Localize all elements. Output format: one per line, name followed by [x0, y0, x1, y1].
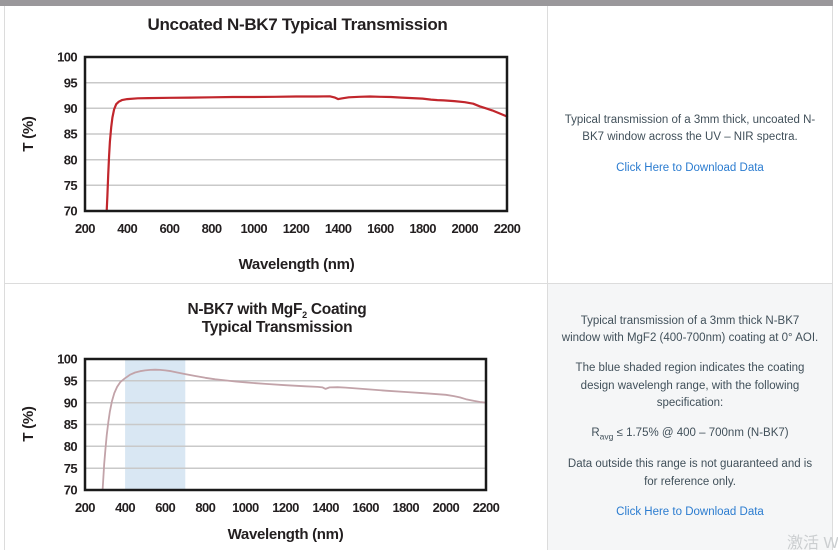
x-tick-label: 400 — [117, 221, 137, 236]
y-tick-label: 85 — [64, 127, 78, 142]
coated-description-text: Typical transmission of a 3mm thick N-BK… — [561, 314, 819, 345]
y-tick-label: 70 — [64, 204, 78, 219]
x-tick-label: 1000 — [241, 221, 268, 236]
y-tick-label: 75 — [64, 461, 78, 476]
chart2-title-subscript: 2 — [302, 310, 307, 321]
plot-border — [83, 357, 488, 492]
x-tick-label: 1800 — [409, 221, 436, 236]
download-data-link-coated[interactable]: Click Here to Download Data — [616, 505, 764, 518]
chart2-title-line1: N-BK7 with MgF2 Coating — [9, 301, 545, 320]
x-tick-label: 1200 — [272, 500, 299, 515]
transmission-curve — [101, 368, 487, 491]
spec-value: ≤ 1.75% @ 400 – 700nm (N-BK7) — [613, 427, 789, 440]
x-tick-label: 1400 — [312, 500, 339, 515]
chart1-x-axis-label: Wavelength (nm) — [238, 256, 355, 273]
y-tick-label: 100 — [57, 352, 77, 367]
x-tick-label: 800 — [195, 500, 215, 515]
y-tick-label: 80 — [64, 439, 78, 454]
x-tick-label: 2000 — [433, 500, 460, 515]
coating-band-note-text: The blue shaded region indicates the coa… — [575, 362, 805, 409]
y-tick-label: 95 — [64, 75, 78, 90]
y-tick-label: 90 — [64, 101, 78, 116]
uncoated-description-text: Typical transmission of a 3mm thick, unc… — [564, 114, 816, 144]
spec-prefix: R — [591, 427, 600, 440]
x-tick-label: 2200 — [473, 500, 500, 515]
column-divider — [547, 6, 548, 550]
x-tick-label: 2200 — [494, 221, 521, 236]
top-divider-bar — [0, 0, 833, 6]
chart2-title-post: Coating — [306, 301, 367, 318]
x-tick-label: 800 — [202, 221, 222, 236]
x-tick-label: 1600 — [352, 500, 379, 515]
uncoated-transmission-chart: 70 75 80 85 90 95 100 200 400 600 800 1000 1200 1400 1… — [57, 50, 521, 236]
chart2-title-pre: N-BK7 with MgF — [187, 301, 303, 318]
x-tick-label: 1000 — [232, 500, 259, 515]
chart2-x-axis-label: Wavelength (nm) — [227, 526, 344, 543]
y-tick-label: 95 — [64, 373, 78, 388]
y-tick-label: 100 — [57, 50, 77, 65]
coated-transmission-chart: 70 75 80 85 90 95 100 200 400 600 800 1000 1200 1400 1… — [57, 352, 500, 515]
uncoated-description-cell: Typical transmission of a 3mm thick, unc… — [548, 6, 832, 283]
x-tick-label: 1200 — [283, 221, 310, 236]
bottom-right-cell-background — [548, 284, 832, 550]
right-border — [832, 6, 833, 550]
y-tick-label: 70 — [64, 483, 78, 498]
activate-windows-watermark: 激活 W — [787, 535, 838, 552]
x-tick-label: 1800 — [393, 500, 420, 515]
chart2-y-axis-label: T (%) — [20, 406, 37, 442]
chart1-y-axis-label: T (%) — [20, 116, 37, 152]
x-tick-label: 600 — [159, 221, 179, 236]
download-data-link-uncoated[interactable]: Click Here to Download Data — [616, 161, 764, 174]
x-tick-label: 1400 — [325, 221, 352, 236]
x-tick-label: 2000 — [452, 221, 479, 236]
left-border — [4, 6, 5, 550]
plot-border — [83, 55, 509, 213]
chart1-title: Uncoated N-BK7 Typical Transmission — [147, 15, 448, 34]
y-tick-label: 90 — [64, 395, 78, 410]
y-tick-label: 75 — [64, 178, 78, 193]
spec-subscript: avg — [599, 431, 614, 442]
y-tick-label: 85 — [64, 417, 78, 432]
y-tick-label: 80 — [64, 152, 78, 167]
x-tick-label: 400 — [115, 500, 135, 515]
x-tick-label: 200 — [75, 221, 95, 236]
x-tick-label: 1600 — [367, 221, 394, 236]
reflectance-spec-text: Ravg ≤ 1.75% @ 400 – 700nm (N-BK7) — [591, 425, 788, 443]
coated-description-cell: Typical transmission of a 3mm thick N-BK… — [548, 284, 832, 550]
row-divider — [4, 283, 832, 284]
x-tick-label: 200 — [75, 500, 95, 515]
chart2-title-line2: Typical Transmission — [201, 319, 353, 336]
reference-only-note-text: Data outside this range is not guarantee… — [567, 458, 813, 488]
x-tick-label: 600 — [155, 500, 175, 515]
transmission-curve — [105, 95, 509, 213]
